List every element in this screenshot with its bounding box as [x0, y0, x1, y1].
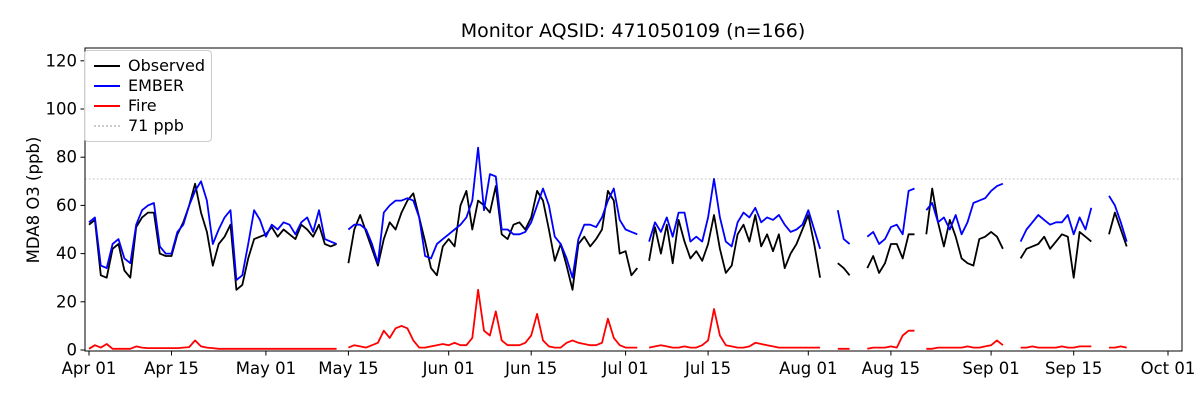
x-tick-label: Apr 15	[144, 359, 199, 378]
series-line-ember	[88, 146, 1128, 281]
legend-line-sample-threshold	[94, 125, 120, 127]
x-tick-label: Oct 01	[1141, 359, 1196, 378]
y-tick-label: 120	[46, 51, 78, 70]
series-line-observed	[88, 182, 1128, 291]
series-line-fire	[88, 288, 1127, 350]
y-tick-label: 0	[67, 341, 78, 360]
plot-frame	[84, 47, 1183, 352]
y-tick-label: 80	[56, 148, 77, 167]
x-tick-label: Sep 01	[962, 359, 1019, 378]
x-tick-label: Apr 01	[62, 359, 117, 378]
legend-item-ember: EMBER	[94, 76, 202, 96]
axis-ticks: Apr 01 Apr 15 May 01 May 15 Jun 01 Jun 15 Jul …	[46, 51, 1196, 378]
series-lines	[88, 146, 1128, 350]
legend-item-threshold: 71 ppb	[94, 116, 202, 136]
y-axis-label: MDA8 O3 (ppb)	[24, 137, 43, 264]
x-tick-label: Jul 01	[602, 359, 649, 378]
x-tick-label: May 15	[318, 359, 378, 378]
x-tick-label: Jul 15	[684, 359, 731, 378]
legend-line-sample-fire	[94, 105, 120, 107]
x-tick-label: Aug 15	[862, 359, 920, 378]
y-tick-label: 60	[56, 196, 77, 215]
x-tick-label: Jun 01	[422, 359, 475, 378]
legend-label: EMBER	[128, 76, 185, 95]
y-tick-label: 40	[56, 244, 77, 263]
chart-title: Monitor AQSID: 471050109 (n=166)	[461, 20, 806, 42]
legend-item-observed: Observed	[94, 56, 205, 76]
legend: Observed EMBER Fire 71 ppb	[84, 50, 212, 142]
legend-line-sample-ember	[94, 85, 120, 87]
y-tick-label: 100	[46, 100, 78, 119]
legend-label: 71 ppb	[128, 116, 184, 135]
legend-item-fire: Fire	[94, 96, 202, 116]
x-tick-label: Jun 15	[504, 359, 557, 378]
legend-label: Fire	[128, 96, 157, 115]
x-tick-label: Aug 01	[779, 359, 837, 378]
x-tick-label: Sep 15	[1045, 359, 1102, 378]
legend-label: Observed	[128, 56, 205, 75]
y-tick-label: 20	[56, 292, 77, 311]
legend-line-sample-observed	[94, 65, 120, 67]
x-tick-label: May 01	[236, 359, 296, 378]
